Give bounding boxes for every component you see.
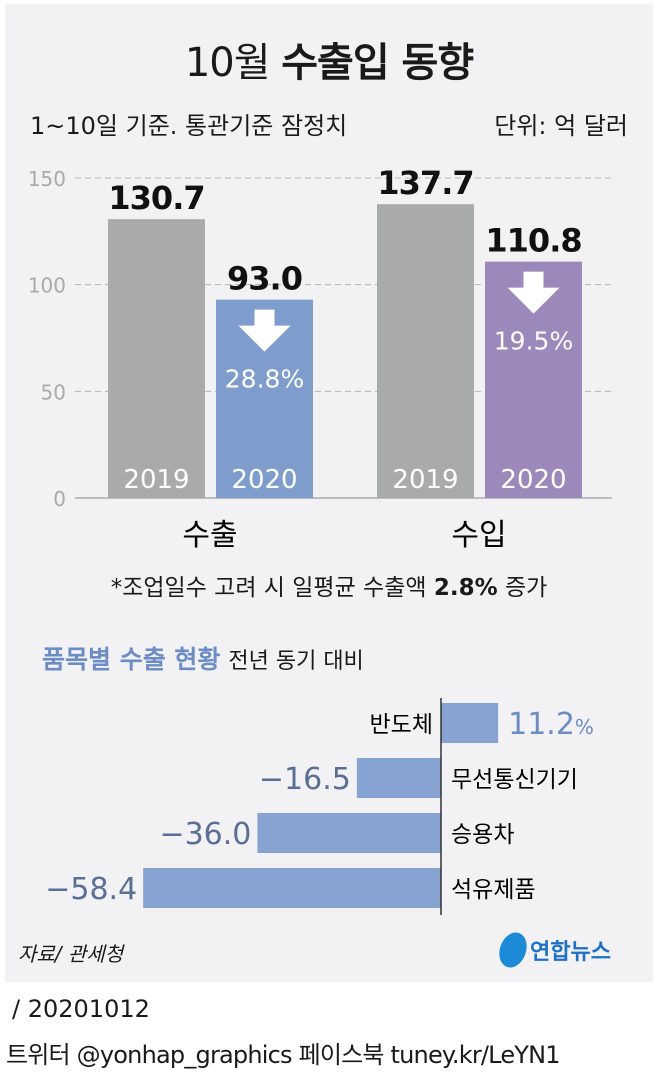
item-bar: [257, 813, 441, 853]
year-label: 2020: [500, 465, 566, 495]
change-label: 19.5%: [494, 327, 573, 356]
bar-2019: [377, 204, 474, 499]
category-label: 수입: [451, 518, 506, 553]
value-label: 93.0: [227, 260, 302, 298]
down-arrow-icon: [238, 309, 291, 352]
footnote: *조업일수 고려 시 일평균 수출액 2.8% 증가: [110, 575, 548, 601]
value-label: 137.7: [377, 164, 473, 202]
page-title: 10월 수출입 동향: [184, 40, 474, 86]
item-bar: [143, 868, 441, 908]
date: / 20201012: [12, 995, 150, 1023]
item-label: 반도체: [370, 712, 433, 738]
item-label: 무선통신기기: [451, 767, 578, 793]
unit-label: 단위: 억 달러: [494, 112, 628, 140]
yonhap-logo: 연합뉴스: [494, 928, 611, 972]
change-label: 28.8%: [225, 365, 304, 394]
item-value: 11.2%: [508, 707, 594, 742]
value-label: 110.8: [485, 222, 581, 260]
y-tick-label: 150: [28, 167, 66, 191]
item-bar-chart: 반도체 11.2% 무선통신기기 −16.5 승용차 −36.0 석유제품 −58.4: [45, 698, 594, 915]
item-bar: [356, 758, 441, 798]
y-tick-label: 0: [53, 487, 66, 511]
subtitle: 1~10일 기준. 통관기준 잠정치: [30, 112, 348, 140]
item-value: −36.0: [159, 817, 251, 852]
social-links: 트위터 @yonhap_graphics 페이스북 tuney.kr/LeYN1: [6, 1041, 561, 1069]
y-tick-label: 50: [41, 380, 66, 404]
y-tick-label: 100: [28, 274, 66, 298]
year-label: 2019: [392, 465, 458, 495]
item-value: −16.5: [259, 762, 351, 797]
year-label: 2020: [231, 465, 297, 495]
source: 자료/ 관세청: [18, 942, 124, 966]
year-label: 2019: [123, 465, 189, 495]
bar-2019: [108, 219, 205, 498]
item-label: 승용차: [451, 822, 514, 848]
down-arrow-icon: [507, 271, 560, 314]
section-title: 품목별 수출 현황 전년 동기 대비: [42, 645, 364, 674]
value-label: 130.7: [108, 179, 204, 217]
item-label: 석유제품: [451, 877, 536, 903]
item-bar: [441, 703, 499, 743]
trade-bar-chart: 0 50 100 150 130.7 2019 93.0 2020 28.8% 수출 137.7 20…: [28, 164, 612, 553]
item-value: −58.4: [45, 872, 137, 907]
category-label: 수출: [182, 518, 237, 553]
logo-icon: [494, 928, 532, 972]
